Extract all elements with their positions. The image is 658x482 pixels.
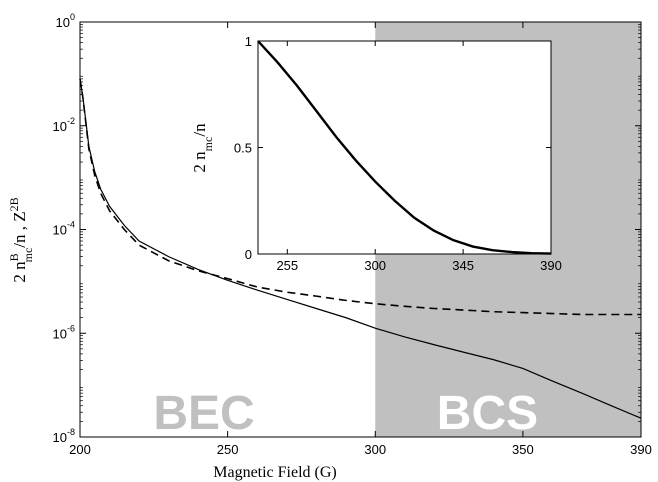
bec-region-label: BEC: [153, 387, 254, 440]
series-solid-line: [79, 78, 642, 419]
y-axis-label: 2 nBmc/n , Z2B: [7, 197, 35, 282]
inset-y-tick-label: 0.5: [234, 141, 252, 156]
main-x-tick-label: 200: [69, 442, 91, 457]
main-x-tick-label: 390: [630, 442, 652, 457]
main-y-tick-label: 10-8: [53, 427, 75, 445]
inset-x-ticks: 255 300 345 390: [276, 41, 562, 273]
inset-x-tick-label: 390: [540, 258, 562, 273]
inset-plot: 255 300 345 390 00.51 2 nmc/n: [190, 34, 562, 273]
inset-x-tick-label: 255: [276, 258, 298, 273]
inset-background: [258, 41, 551, 254]
main-y-ticks: 100 10-2 10-4 10-6 10-8: [53, 12, 641, 445]
inset-series-line: [257, 40, 552, 255]
main-x-tick-label: 300: [364, 442, 386, 457]
inset-y-axis-label: 2 nmc/n: [190, 123, 215, 173]
main-x-tick-label: 250: [217, 442, 239, 457]
main-y-tick-label: 10-2: [53, 116, 75, 134]
inset-y-tick-label: 1: [245, 34, 252, 49]
x-axis-label: Magnetic Field (G): [213, 464, 337, 481]
inset-x-tick-label: 300: [364, 258, 386, 273]
main-x-tick-label: 350: [512, 442, 534, 457]
inset-y-ticks: 00.51: [234, 34, 551, 262]
inset-y-tick-label: 0: [245, 247, 252, 262]
main-y-tick-label: 100: [56, 12, 75, 30]
main-y-tick-label: 10-4: [53, 220, 75, 238]
inset-x-tick-label: 345: [452, 258, 474, 273]
main-x-ticks: 200 250 300 350 390: [69, 22, 652, 457]
main-y-tick-label: 10-6: [53, 323, 75, 341]
bcs-region-label: BCS: [437, 387, 538, 440]
